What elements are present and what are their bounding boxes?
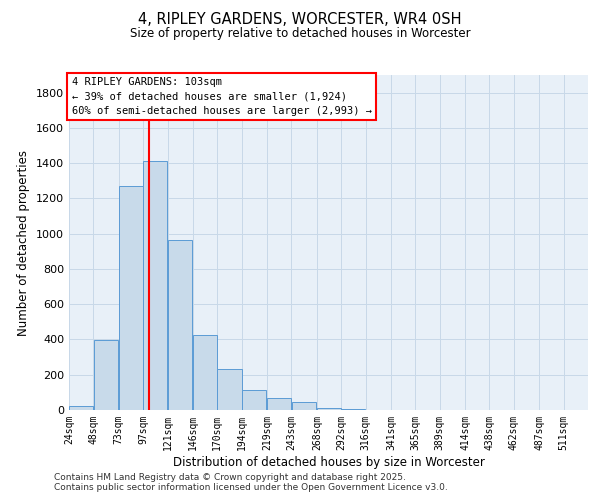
Bar: [242, 390, 266, 410]
Text: Contains HM Land Registry data © Crown copyright and database right 2025.: Contains HM Land Registry data © Crown c…: [54, 472, 406, 482]
X-axis label: Distribution of detached houses by size in Worcester: Distribution of detached houses by size …: [173, 456, 484, 468]
Text: Size of property relative to detached houses in Worcester: Size of property relative to detached ho…: [130, 28, 470, 40]
Bar: [69, 406, 93, 410]
Bar: [217, 368, 242, 410]
Bar: [143, 162, 167, 410]
Bar: [292, 402, 316, 410]
Bar: [267, 398, 291, 410]
Text: 4 RIPLEY GARDENS: 103sqm
← 39% of detached houses are smaller (1,924)
60% of sem: 4 RIPLEY GARDENS: 103sqm ← 39% of detach…: [71, 76, 371, 116]
Text: Contains public sector information licensed under the Open Government Licence v3: Contains public sector information licen…: [54, 484, 448, 492]
Bar: [317, 408, 341, 410]
Text: 4, RIPLEY GARDENS, WORCESTER, WR4 0SH: 4, RIPLEY GARDENS, WORCESTER, WR4 0SH: [138, 12, 462, 28]
Bar: [341, 409, 365, 410]
Bar: [119, 186, 143, 410]
Bar: [193, 335, 217, 410]
Bar: [167, 240, 192, 410]
Y-axis label: Number of detached properties: Number of detached properties: [17, 150, 31, 336]
Bar: [94, 340, 118, 410]
